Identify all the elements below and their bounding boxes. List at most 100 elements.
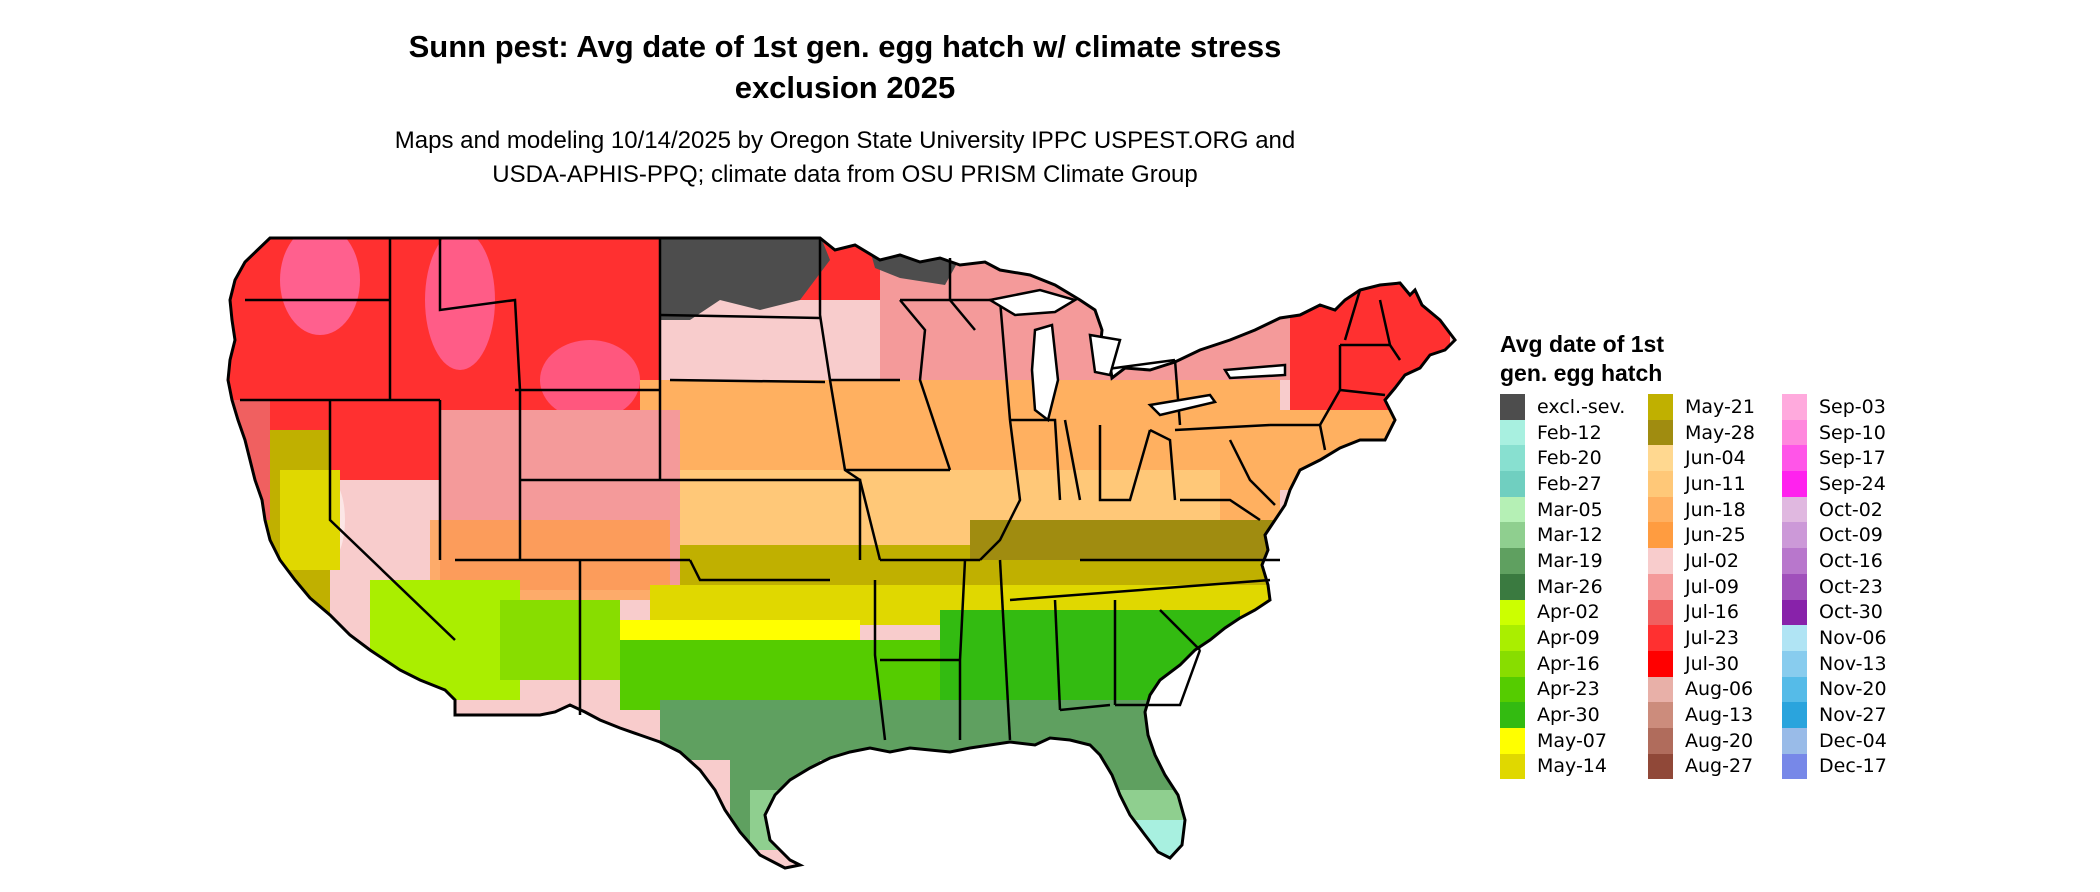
legend-title-line-1: Avg date of 1st [1500, 331, 1665, 357]
legend-label: Oct-23 [1819, 575, 1883, 598]
legend-swatch [1500, 650, 1525, 677]
legend-label: Nov-20 [1819, 678, 1887, 701]
legend-label: excl.-sev. [1537, 395, 1626, 418]
legend-label: Mar-05 [1537, 498, 1603, 521]
legend-swatch [1500, 445, 1525, 472]
legend-item: Jun-18 [1648, 496, 1755, 523]
legend-column-1: excl.-sev. Feb-12 Feb-20 Feb-27 Mar-05 Mar-12… [1500, 394, 1626, 780]
legend-item: Oct-30 [1782, 599, 1887, 626]
legend-item: Mar-12 [1500, 522, 1625, 549]
legend-item: Jul-16 [1648, 599, 1755, 626]
legend-item: May-28 [1648, 419, 1755, 446]
legend-swatch [1648, 599, 1673, 626]
legend-swatch [1648, 727, 1673, 754]
legend-swatch [1782, 650, 1807, 677]
lake-huron [1088, 333, 1122, 377]
legend-item: Sep-17 [1782, 445, 1887, 472]
legend-swatch [1500, 702, 1525, 728]
legend-label: Jul-30 [1685, 652, 1739, 675]
legend-item: Aug-06 [1648, 676, 1755, 703]
legend-label: Jul-02 [1685, 549, 1739, 572]
map-area [226, 236, 1457, 870]
lake-superior [986, 288, 1079, 317]
legend-swatch [1648, 650, 1673, 677]
legend-item: Dec-17 [1782, 753, 1887, 780]
legend-item: Jun-25 [1648, 522, 1755, 549]
legend-swatch [1782, 727, 1807, 754]
legend-label: Sep-10 [1819, 421, 1886, 444]
legend-item: May-21 [1648, 394, 1755, 420]
legend-swatch [1648, 702, 1673, 728]
legend-item: Feb-12 [1500, 419, 1625, 446]
legend-swatch [1648, 471, 1673, 497]
legend-label: Nov-27 [1819, 704, 1887, 727]
legend-item: Feb-20 [1500, 445, 1625, 472]
legend-label: Dec-04 [1819, 729, 1887, 752]
map-title: Sunn pest: Avg date of 1st gen. egg hatc… [300, 26, 1390, 108]
lake-michigan [1030, 323, 1060, 423]
legend-label: Mar-19 [1537, 549, 1603, 572]
state-boundaries [240, 238, 1402, 741]
legend-label: Apr-30 [1537, 704, 1600, 727]
legend-label: Feb-27 [1537, 472, 1602, 495]
legend-item: Sep-24 [1782, 471, 1887, 497]
legend-swatch [1782, 445, 1807, 472]
legend-item: Feb-27 [1500, 471, 1625, 497]
map-subtitle-line-2: USDA-APHIS-PPQ; climate data from OSU PR… [492, 161, 1198, 188]
map-title-line-1: Sunn pest: Avg date of 1st gen. egg hatc… [408, 29, 1282, 64]
legend-swatch [1500, 573, 1525, 600]
legend-item: Aug-27 [1648, 753, 1755, 780]
legend-swatch [1648, 445, 1673, 472]
legend-swatch [1500, 419, 1525, 446]
legend-swatch [1782, 625, 1807, 651]
legend-swatch [1648, 753, 1673, 780]
legend-item: Mar-19 [1500, 548, 1625, 574]
legend-item: Oct-23 [1782, 573, 1887, 600]
legend-label: Oct-16 [1819, 549, 1883, 572]
legend-item: Jul-23 [1648, 625, 1755, 651]
legend-swatch [1500, 727, 1525, 754]
legend-label: May-07 [1537, 729, 1607, 752]
legend-label: Aug-06 [1685, 678, 1754, 701]
legend-label: May-14 [1537, 755, 1607, 778]
legend-swatch [1782, 548, 1807, 574]
legend-swatch [1500, 625, 1525, 651]
legend-column-2: May-21 May-28 Jun-04 Jun-11 Jun-18 Jun-25 Jul-… [1648, 394, 1755, 780]
legend-swatch [1648, 676, 1673, 703]
legend: excl.-sev. Feb-12 Feb-20 Feb-27 Mar-05 Mar-12… [1500, 394, 1920, 789]
legend-item: Nov-06 [1782, 625, 1887, 651]
legend-label: May-28 [1685, 421, 1755, 444]
legend-label: Dec-17 [1819, 755, 1887, 778]
legend-swatch [1648, 548, 1673, 574]
lake-ontario [1222, 363, 1287, 380]
legend-item: Jul-30 [1648, 650, 1755, 677]
legend-swatch [1500, 522, 1525, 549]
legend-swatch [1648, 496, 1673, 523]
legend-label: Oct-30 [1819, 601, 1883, 624]
legend-title-line-2: gen. egg hatch [1500, 360, 1663, 386]
legend-label: Apr-02 [1537, 601, 1600, 624]
legend-label: May-21 [1685, 395, 1755, 418]
us-map [226, 236, 1457, 870]
legend-item: Oct-16 [1782, 548, 1887, 574]
legend-label: Feb-20 [1537, 447, 1602, 470]
legend-label: Mar-12 [1537, 524, 1603, 547]
legend-swatch [1500, 599, 1525, 626]
legend-label: Mar-26 [1537, 575, 1603, 598]
legend-label: Aug-13 [1685, 704, 1754, 727]
legend-item: Jun-11 [1648, 471, 1755, 497]
legend-item: Jul-09 [1648, 573, 1755, 600]
legend-item: Oct-09 [1782, 522, 1887, 549]
legend-label: Oct-09 [1819, 524, 1883, 547]
legend-item: Sep-03 [1782, 394, 1887, 420]
legend-swatch [1648, 573, 1673, 600]
legend-item: Aug-13 [1648, 702, 1755, 728]
legend-label: Sep-24 [1819, 472, 1886, 495]
legend-item: Apr-09 [1500, 625, 1625, 651]
legend-label: Jul-23 [1685, 627, 1739, 650]
legend-label: Apr-09 [1537, 627, 1600, 650]
legend-swatch [1648, 522, 1673, 549]
legend-swatch [1500, 548, 1525, 574]
legend-swatch [1648, 625, 1673, 651]
legend-label: Apr-23 [1537, 678, 1600, 701]
